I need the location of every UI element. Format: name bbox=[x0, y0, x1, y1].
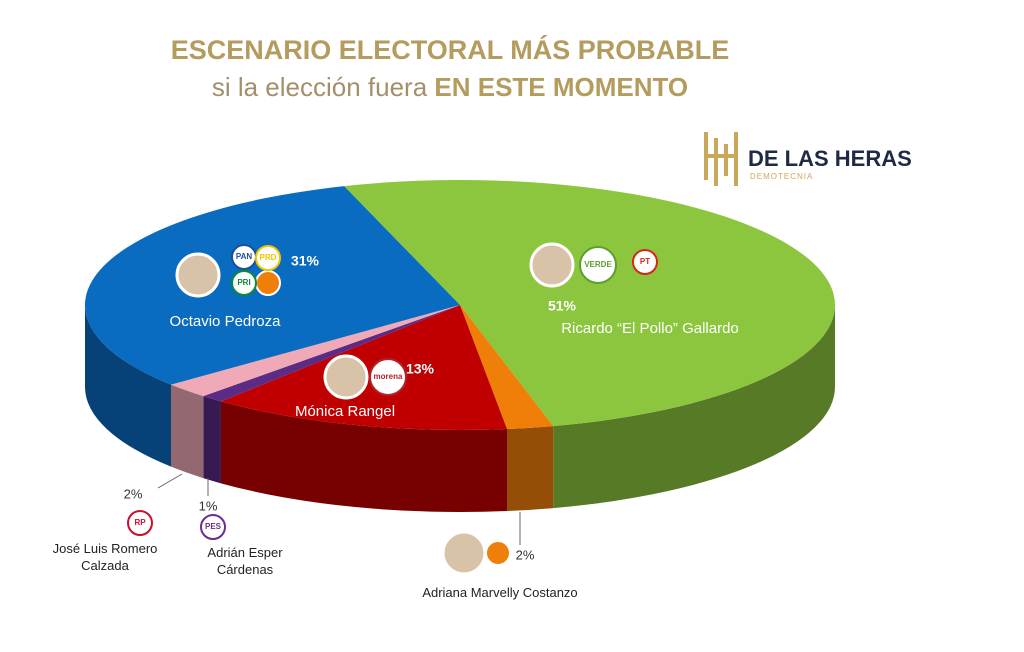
party-logo bbox=[632, 249, 658, 275]
party-logo bbox=[127, 510, 153, 536]
slice-side bbox=[203, 396, 221, 484]
party-logo bbox=[200, 514, 226, 540]
chart-subtitle: si la elección fuera EN ESTE MOMENTO bbox=[212, 72, 688, 102]
candidate-photo bbox=[441, 530, 487, 576]
slice-side bbox=[506, 426, 554, 512]
slice bbox=[344, 180, 835, 427]
party-label: PES bbox=[205, 522, 222, 531]
value-label: 31% bbox=[291, 253, 320, 269]
candidate-name: Octavio Pedroza bbox=[169, 313, 281, 330]
subtitle-text: si la elección fuera bbox=[212, 72, 428, 102]
party-logo bbox=[255, 270, 281, 296]
party-logo bbox=[579, 246, 617, 284]
value-label: 2% bbox=[124, 486, 143, 501]
party-logo bbox=[231, 270, 257, 296]
slice-side bbox=[171, 384, 204, 479]
candidate-photo bbox=[529, 242, 575, 288]
party-logo bbox=[255, 245, 281, 271]
party-label: VERDE bbox=[584, 260, 612, 269]
party-label: PAN bbox=[236, 252, 253, 261]
slice bbox=[203, 305, 460, 402]
logo-mark bbox=[704, 132, 738, 186]
slice bbox=[171, 305, 460, 397]
value-label: 2% bbox=[516, 547, 535, 562]
candidate-name: Adrián Esper Cárdenas bbox=[207, 545, 283, 577]
leader-line bbox=[157, 473, 183, 489]
value-label: 51% bbox=[548, 298, 577, 314]
candidate-photo bbox=[175, 252, 221, 298]
party-label: PRD bbox=[260, 253, 277, 262]
value-label: 1% bbox=[199, 498, 218, 513]
party-label: PRI bbox=[237, 278, 250, 287]
slice-side bbox=[553, 305, 835, 509]
slice bbox=[460, 305, 554, 430]
party-label: RP bbox=[134, 518, 146, 527]
candidate-photo bbox=[323, 354, 369, 400]
candidate-name: Adriana Marvelly Costanzo bbox=[422, 585, 578, 600]
party-label: PT bbox=[640, 257, 650, 266]
value-label: 13% bbox=[406, 361, 435, 377]
slice-side bbox=[220, 401, 507, 512]
party-logo bbox=[369, 358, 407, 396]
chart-title: ESCENARIO ELECTORAL MÁS PROBABLE bbox=[171, 34, 730, 65]
candidate-name: José Luis Romero Calzada bbox=[52, 541, 158, 573]
logo-tagline: DEMOTECNIA bbox=[750, 172, 813, 181]
logo-name: DE LAS HERAS bbox=[748, 146, 912, 171]
party-label: morena bbox=[374, 372, 403, 381]
candidate-name: Ricardo “El Pollo” Gallardo bbox=[561, 320, 739, 337]
candidate-name: Mónica Rangel bbox=[294, 403, 396, 420]
subtitle-emphasis: EN ESTE MOMENTO bbox=[434, 72, 688, 102]
party-logo bbox=[485, 540, 511, 566]
slice-side bbox=[85, 305, 172, 467]
